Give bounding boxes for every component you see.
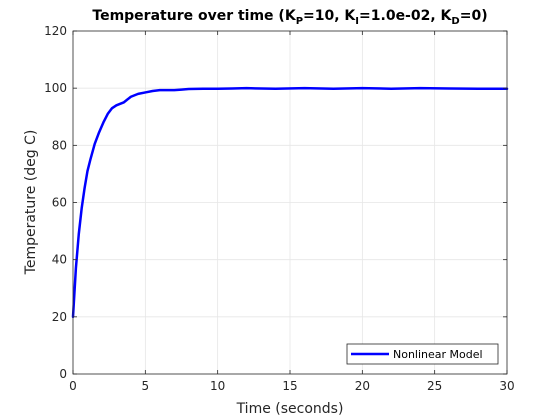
y-tick-label: 0: [59, 367, 67, 381]
series-layer: [71, 86, 509, 319]
legend-box: [346, 343, 499, 365]
y-tick-label: 60: [52, 196, 67, 210]
x-tick-label: 10: [210, 379, 225, 393]
title-kp-subscript: P: [296, 16, 303, 27]
x-tick-label: 0: [69, 379, 77, 393]
series-line-nonlinear-model: [71, 86, 509, 319]
y-tick-label: 80: [52, 138, 67, 152]
title-kd-subscript: D: [451, 16, 459, 27]
chart-title: Temperature over time (KP=10, KI=1.0e-02…: [92, 8, 487, 27]
y-axis-label: Temperature (deg C): [23, 130, 39, 276]
title-ki-mid: =1.0e-02, K: [359, 8, 453, 24]
y-tick-label: 40: [52, 253, 67, 267]
y-tick-label: 120: [44, 24, 67, 38]
title-suffix: =0): [460, 8, 488, 24]
legend: Nonlinear Model: [346, 343, 499, 365]
title-prefix: Temperature over time (K: [92, 8, 296, 24]
x-tick-label: 30: [499, 379, 514, 393]
axis-ticks: 0 5 10 15 20 25 30 0 20 40 60 80 100 120: [44, 24, 515, 393]
x-tick-label: 5: [142, 379, 150, 393]
x-tick-label: 25: [427, 379, 442, 393]
y-tick-label: 100: [44, 81, 67, 95]
legend-label: Nonlinear Model: [393, 348, 483, 361]
x-tick-label: 20: [355, 379, 370, 393]
title-ki-subscript: I: [355, 16, 359, 27]
x-axis-label: Time (seconds): [236, 401, 344, 417]
title-kp-mid: =10, K: [303, 8, 356, 24]
x-tick-label: 15: [282, 379, 297, 393]
y-tick-label: 20: [52, 310, 67, 324]
